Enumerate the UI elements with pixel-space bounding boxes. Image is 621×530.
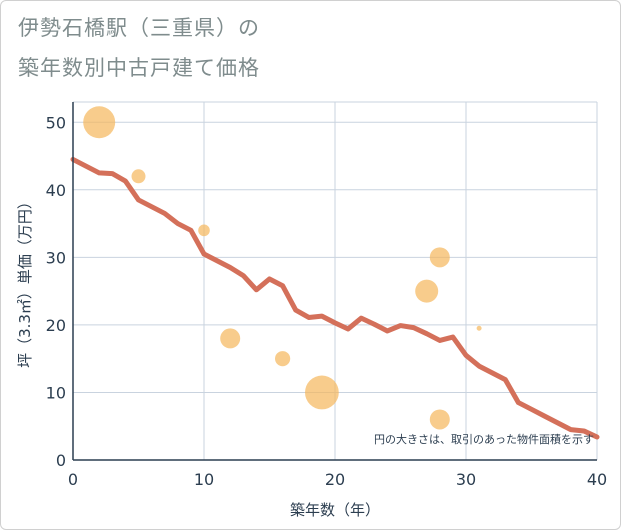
- bubble-point: [429, 409, 450, 430]
- bubble-size-note: 円の大きさは、取引のあった物件面積を示す: [374, 432, 594, 446]
- tick-labels: 0 10 20 30 40 0 10 20 30 40 50: [46, 113, 608, 489]
- bubble-point: [220, 328, 241, 349]
- chart-title-line-2: 築年数別中古戸建て価格: [18, 56, 260, 80]
- bubble-point: [429, 247, 450, 268]
- axes: [72, 102, 597, 461]
- bubble-point: [415, 279, 439, 303]
- chart-title-line-1: 伊勢石橋駅（三重県）の: [18, 16, 260, 40]
- y-tick-label: 20: [46, 316, 66, 335]
- bubble-series: [83, 106, 482, 430]
- trend-line: [70, 156, 600, 440]
- y-tick-label: 40: [46, 181, 66, 200]
- x-tick-label: 30: [456, 470, 476, 489]
- bubble-point: [476, 325, 482, 331]
- x-tick-label: 10: [194, 470, 214, 489]
- x-tick-label: 20: [325, 470, 345, 489]
- bubble-point: [83, 106, 116, 139]
- x-axis-label: 築年数（年）: [290, 501, 380, 519]
- x-tick-label: 0: [68, 470, 78, 489]
- bubble-point: [275, 351, 291, 367]
- y-tick-label: 0: [56, 451, 66, 470]
- bubble-point: [131, 169, 146, 184]
- y-tick-label: 10: [46, 383, 66, 402]
- y-tick-label: 30: [46, 248, 66, 267]
- bubble-point: [305, 375, 339, 410]
- y-axis-label: 坪（3.3㎡）単価（万円）: [16, 194, 34, 368]
- bubble-point: [198, 224, 210, 237]
- x-tick-label: 40: [587, 470, 607, 489]
- y-tick-label: 50: [46, 113, 66, 132]
